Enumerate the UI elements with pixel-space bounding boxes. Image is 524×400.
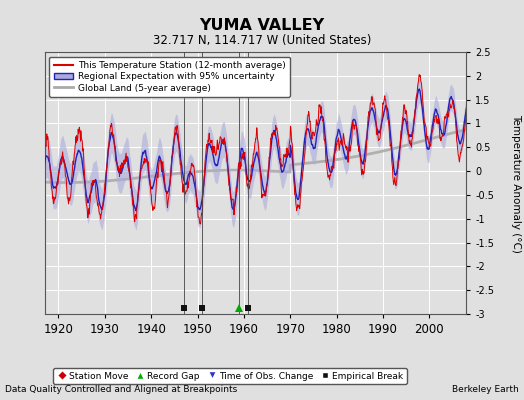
Text: Data Quality Controlled and Aligned at Breakpoints: Data Quality Controlled and Aligned at B… [5,385,237,394]
Text: Berkeley Earth: Berkeley Earth [452,385,519,394]
Legend: Station Move, Record Gap, Time of Obs. Change, Empirical Break: Station Move, Record Gap, Time of Obs. C… [53,368,407,384]
Text: 32.717 N, 114.717 W (United States): 32.717 N, 114.717 W (United States) [153,34,371,47]
Y-axis label: Temperature Anomaly (°C): Temperature Anomaly (°C) [511,114,521,252]
Text: YUMA VALLEY: YUMA VALLEY [200,18,324,33]
